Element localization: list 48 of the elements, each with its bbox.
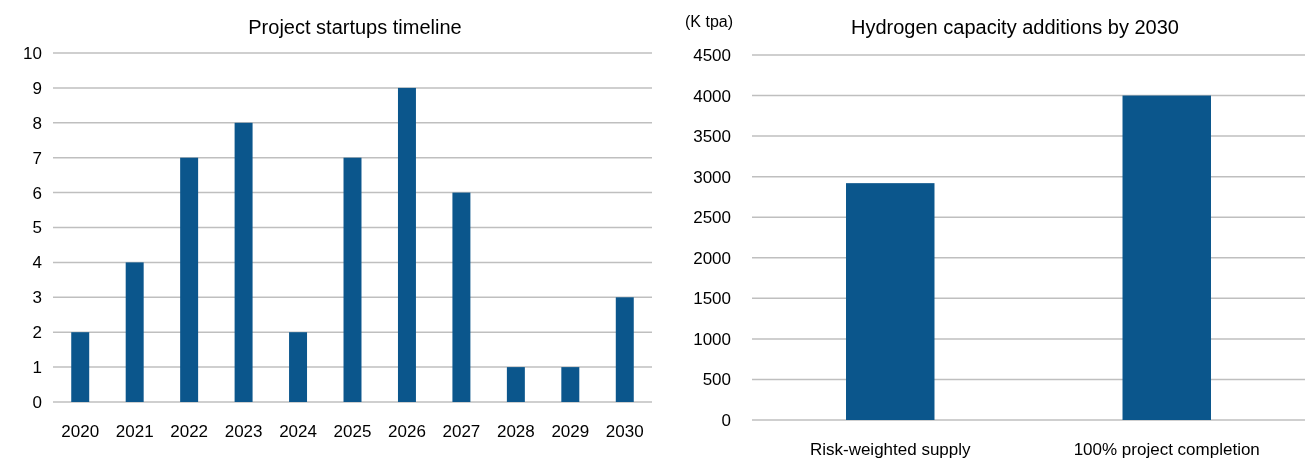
y-tick-label: 1500 (693, 289, 731, 309)
y-tick-label: 4500 (693, 45, 731, 65)
y-tick-label: 0 (32, 392, 42, 412)
bar (452, 192, 471, 402)
x-tick-label: 2021 (115, 422, 154, 441)
x-tick-label: 2025 (333, 422, 372, 441)
x-tick-label: Risk-weighted supply (809, 440, 972, 458)
bar (125, 262, 144, 402)
y-tick-label: 500 (702, 370, 731, 390)
x-tick-label: 2028 (496, 422, 535, 441)
y-tick-label: 2500 (693, 208, 731, 228)
x-tick-label: 2023 (224, 422, 263, 441)
bar (397, 87, 416, 402)
y-tick-label: 4000 (693, 86, 731, 106)
y-tick-label: 4 (32, 253, 42, 273)
bar (506, 367, 525, 402)
y-axis-title: (K tpa) (684, 13, 734, 30)
x-tick-label: 100% project completion (1073, 440, 1260, 458)
bar (234, 122, 253, 402)
y-tick-label: 5 (32, 218, 42, 238)
x-tick-label: 2030 (605, 422, 644, 441)
chart-title: Hydrogen capacity additions by 2030 (851, 16, 1179, 38)
x-tick-label: 2026 (388, 422, 426, 441)
y-tick-label: 7 (32, 148, 42, 168)
y-tick-label: 1000 (693, 329, 731, 349)
bar (289, 332, 308, 402)
y-tick-label: 2 (32, 323, 42, 343)
y-tick-label: 3 (32, 288, 42, 308)
y-tick-label: 2000 (693, 248, 731, 268)
y-tick-label: 0 (721, 410, 731, 430)
bar (561, 367, 580, 402)
y-tick-label: 10 (23, 43, 42, 63)
x-tick-label: 2022 (170, 422, 209, 441)
bar (343, 157, 362, 402)
y-tick-label: 8 (32, 113, 42, 133)
chart-title: Project startups timeline (248, 16, 462, 38)
x-tick-label: 2020 (61, 422, 100, 441)
y-tick-label: 1 (32, 358, 42, 378)
y-tick-label: 3000 (693, 167, 731, 187)
x-tick-label: 2029 (551, 422, 590, 441)
y-tick-label: 3500 (693, 127, 731, 147)
x-tick-label: 2024 (279, 422, 317, 441)
bar (71, 332, 90, 402)
x-tick-label: 2027 (442, 422, 481, 441)
y-tick-label: 9 (32, 78, 42, 98)
bar (180, 157, 199, 402)
y-tick-label: 6 (32, 183, 42, 203)
bar (615, 297, 634, 402)
